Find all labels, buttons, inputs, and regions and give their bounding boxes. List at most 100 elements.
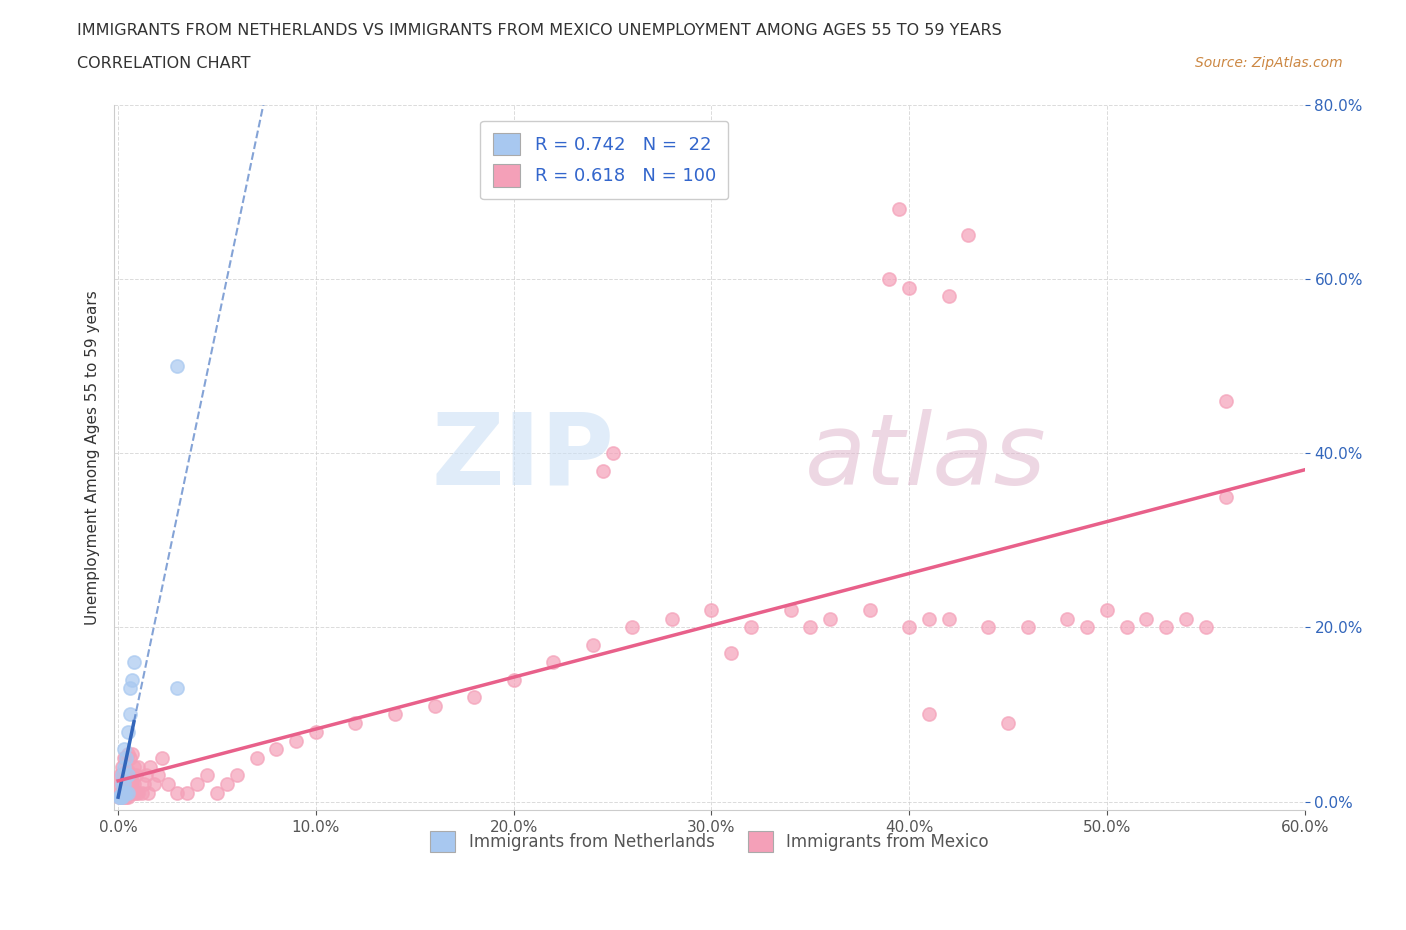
Point <box>176 785 198 800</box>
Point <box>818 611 841 626</box>
Point <box>918 611 941 626</box>
Point <box>621 620 644 635</box>
Point <box>266 742 288 757</box>
Point <box>112 785 135 800</box>
Point <box>118 707 141 722</box>
Point <box>108 790 131 804</box>
Point <box>111 785 134 800</box>
Point <box>1056 611 1078 626</box>
Point <box>997 716 1019 731</box>
Point <box>121 672 143 687</box>
Point <box>423 698 446 713</box>
Point <box>139 759 162 774</box>
Point <box>1215 489 1237 504</box>
Text: CORRELATION CHART: CORRELATION CHART <box>77 56 250 71</box>
Point <box>118 777 141 791</box>
Point <box>117 777 139 791</box>
Point <box>108 790 131 804</box>
Point <box>118 768 141 783</box>
Point <box>957 228 980 243</box>
Y-axis label: Unemployment Among Ages 55 to 59 years: Unemployment Among Ages 55 to 59 years <box>86 290 100 625</box>
Point <box>112 751 135 765</box>
Point <box>117 785 139 800</box>
Point <box>121 768 143 783</box>
Point <box>1195 620 1218 635</box>
Point <box>117 790 139 804</box>
Point <box>125 768 148 783</box>
Point <box>117 724 139 739</box>
Point <box>110 790 132 804</box>
Point <box>1215 393 1237 408</box>
Point <box>938 611 960 626</box>
Point <box>779 603 801 618</box>
Point <box>205 785 228 800</box>
Point <box>245 751 267 765</box>
Text: atlas: atlas <box>804 409 1046 506</box>
Point <box>132 777 155 791</box>
Point <box>1135 611 1157 626</box>
Point <box>112 777 135 791</box>
Point <box>1095 603 1118 618</box>
Point <box>977 620 1000 635</box>
Point <box>127 785 149 800</box>
Point <box>121 785 143 800</box>
Point <box>889 202 911 217</box>
Point <box>305 724 328 739</box>
Point <box>502 672 524 687</box>
Point <box>156 777 179 791</box>
Point <box>166 681 188 696</box>
Point <box>215 777 238 791</box>
Point <box>115 751 138 765</box>
Point <box>118 681 141 696</box>
Point <box>592 463 614 478</box>
Point <box>122 655 145 670</box>
Point <box>541 655 564 670</box>
Point <box>720 646 742 661</box>
Point <box>117 764 139 778</box>
Point <box>112 790 135 804</box>
Point <box>166 359 188 374</box>
Point <box>150 751 173 765</box>
Point <box>108 785 131 800</box>
Point <box>225 768 247 783</box>
Point <box>285 733 308 748</box>
Text: ZIP: ZIP <box>432 409 614 506</box>
Point <box>582 637 605 652</box>
Point <box>112 759 135 774</box>
Text: Source: ZipAtlas.com: Source: ZipAtlas.com <box>1195 56 1343 70</box>
Point <box>117 746 139 761</box>
Point <box>858 603 880 618</box>
Point <box>661 611 683 626</box>
Point <box>700 603 723 618</box>
Point <box>125 785 148 800</box>
Point <box>384 707 406 722</box>
Point <box>938 289 960 304</box>
Point <box>1017 620 1039 635</box>
Point <box>898 620 921 635</box>
Point <box>108 777 131 791</box>
Point <box>463 689 485 704</box>
Point <box>111 768 134 783</box>
Point <box>115 785 138 800</box>
Point <box>112 785 135 800</box>
Point <box>118 785 141 800</box>
Point <box>918 707 941 722</box>
Point <box>135 768 157 783</box>
Point <box>1154 620 1177 635</box>
Point <box>118 751 141 765</box>
Point <box>115 790 138 804</box>
Point <box>186 777 208 791</box>
Point <box>127 759 149 774</box>
Point <box>195 768 218 783</box>
Point <box>111 777 134 791</box>
Point <box>112 777 135 791</box>
Point <box>111 785 134 800</box>
Point <box>121 746 143 761</box>
Point <box>115 781 138 796</box>
Point <box>112 742 135 757</box>
Point <box>115 751 138 765</box>
Point <box>111 777 134 791</box>
Text: IMMIGRANTS FROM NETHERLANDS VS IMMIGRANTS FROM MEXICO UNEMPLOYMENT AMONG AGES 55: IMMIGRANTS FROM NETHERLANDS VS IMMIGRANT… <box>77 23 1002 38</box>
Point <box>879 272 901 286</box>
Point <box>799 620 821 635</box>
